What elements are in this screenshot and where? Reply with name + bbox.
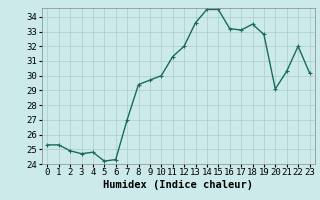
X-axis label: Humidex (Indice chaleur): Humidex (Indice chaleur) [103, 180, 253, 190]
